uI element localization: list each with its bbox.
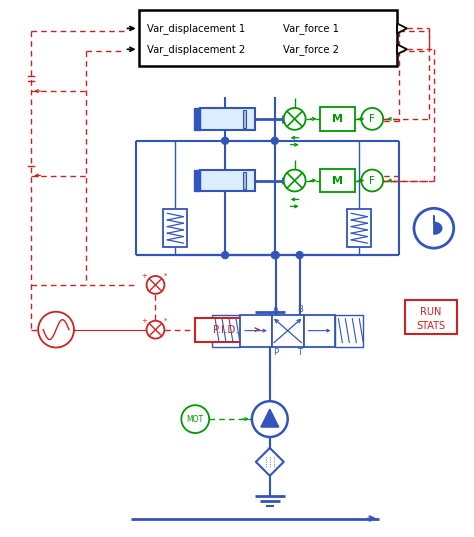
Bar (319, 169, 356, 192)
Polygon shape (256, 448, 284, 476)
Circle shape (271, 252, 278, 258)
Text: STATS: STATS (416, 321, 446, 331)
Polygon shape (397, 24, 407, 33)
Text: +: + (142, 273, 147, 279)
Text: MOT: MOT (187, 415, 204, 424)
Circle shape (146, 321, 164, 339)
Bar (243, 110, 246, 128)
Circle shape (361, 170, 383, 192)
Text: +: + (142, 318, 147, 324)
Text: Var_displacement 1: Var_displacement 1 (146, 23, 245, 34)
Bar (200, 170, 255, 192)
Bar (304, 315, 336, 346)
Bar (240, 315, 272, 346)
Text: F: F (369, 176, 375, 185)
Circle shape (38, 312, 74, 347)
Bar (272, 315, 304, 346)
Circle shape (221, 252, 228, 258)
Bar (405, 300, 457, 333)
Circle shape (414, 208, 454, 248)
Circle shape (271, 137, 278, 144)
Bar (200, 108, 255, 130)
Text: F: F (369, 114, 375, 124)
Bar (212, 315, 240, 346)
Text: M: M (332, 176, 343, 185)
Circle shape (146, 276, 164, 294)
Text: Var_displacement 2: Var_displacement 2 (146, 44, 245, 55)
Circle shape (361, 108, 383, 130)
Bar (336, 315, 363, 346)
Polygon shape (261, 409, 279, 427)
Text: *: * (164, 318, 167, 324)
Text: P.I.D.: P.I.D. (213, 325, 239, 335)
Bar (138, 10, 397, 66)
Bar (195, 318, 257, 342)
Polygon shape (397, 45, 407, 54)
Polygon shape (434, 215, 442, 234)
Circle shape (272, 252, 279, 258)
Bar (319, 107, 356, 131)
Text: Var_force 2: Var_force 2 (283, 44, 339, 55)
Text: M: M (332, 114, 343, 124)
Circle shape (296, 252, 303, 258)
Circle shape (284, 108, 306, 130)
Bar (347, 209, 371, 247)
Bar (194, 170, 200, 192)
Text: T: T (297, 348, 302, 357)
Circle shape (221, 137, 228, 144)
Circle shape (182, 405, 209, 433)
Text: Var_force 1: Var_force 1 (283, 23, 339, 34)
Text: *: * (164, 273, 167, 279)
Bar (164, 209, 187, 247)
Text: RUN: RUN (420, 307, 442, 317)
Bar (243, 171, 246, 190)
Text: B: B (297, 305, 302, 314)
Bar (194, 108, 200, 130)
Circle shape (252, 401, 288, 437)
Text: A: A (273, 305, 279, 314)
Circle shape (284, 170, 306, 192)
Text: P: P (273, 348, 278, 357)
